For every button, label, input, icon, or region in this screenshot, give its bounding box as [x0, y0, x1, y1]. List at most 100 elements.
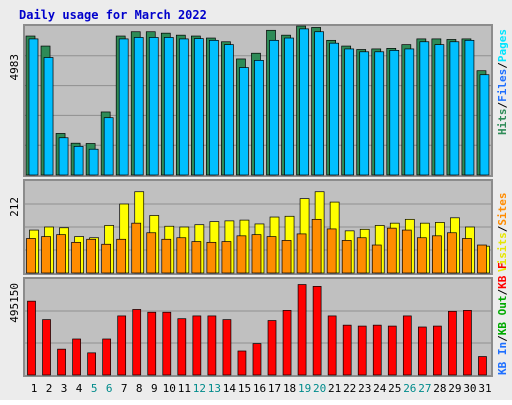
sites-bar: [447, 232, 457, 274]
sites-bar: [477, 244, 487, 274]
files-bar: [449, 41, 460, 176]
sites-bar: [206, 241, 217, 274]
kbf-bar: [312, 286, 322, 376]
day-tick-label: 11: [178, 382, 191, 395]
day-tick-label: 23: [358, 382, 371, 395]
sites-bar: [236, 235, 247, 274]
day-tick-label: 8: [136, 382, 143, 395]
files-bar: [254, 60, 264, 176]
day-tick-label: 21: [328, 382, 341, 395]
day-tick-label: 7: [121, 382, 128, 395]
files-bar: [133, 37, 144, 176]
sites-bar: [356, 237, 367, 274]
files-bar: [404, 48, 415, 176]
legend-kb-part: /: [496, 289, 509, 296]
panels: 4983 212 495150: [8, 24, 493, 377]
kbf-bar: [448, 310, 457, 376]
sites-bar: [401, 229, 412, 274]
hits-axis-max-label: 4983: [8, 54, 21, 81]
day-tick-label: 19: [298, 382, 311, 395]
kbf-bar: [132, 309, 142, 376]
kbf-bar: [387, 325, 397, 376]
kbf-panel: 495150: [8, 277, 493, 377]
sites-bar: [176, 237, 187, 274]
files-bar: [269, 39, 279, 176]
files-bar: [28, 38, 39, 176]
day-tick-label: 16: [253, 382, 266, 395]
kbf-bar: [237, 350, 247, 376]
kbf-bar: [433, 325, 442, 376]
files-bar: [314, 31, 324, 176]
legend-visits-sites: Visits/Sites: [496, 193, 509, 273]
files-bar: [148, 37, 159, 176]
kbf-bar: [162, 311, 172, 376]
kbf-bar: [177, 318, 187, 376]
files-bar: [88, 148, 99, 176]
files-bar: [299, 28, 309, 176]
kbf-bar: [357, 325, 367, 376]
chart-title: Daily usage for March 2022: [19, 8, 207, 22]
sites-bar: [56, 234, 66, 274]
kbf-bar: [327, 315, 337, 376]
kbf-bar: [252, 343, 262, 376]
sites-bar: [251, 234, 262, 274]
day-tick-label: 31: [478, 382, 491, 395]
legend-kb-part: KB In: [496, 342, 509, 375]
day-tick-label: 18: [283, 382, 296, 395]
kbf-bar: [72, 338, 81, 376]
sites-bar: [191, 241, 202, 274]
sites-bar: [146, 232, 157, 274]
visits-axis-max-label: 212: [8, 197, 21, 217]
sites-bar: [86, 238, 96, 274]
day-tick-label: 29: [448, 382, 461, 395]
sites-bar: [41, 236, 51, 274]
files-bar: [239, 67, 249, 176]
sites-bar: [386, 227, 397, 274]
kbf-bar: [42, 319, 51, 376]
legend-kb-part: KB Out: [496, 296, 509, 336]
sites-bar: [26, 238, 36, 274]
legend-hits-files-pages-part: /: [496, 102, 509, 109]
day-tick-label: 6: [106, 382, 113, 395]
day-tick-label: 3: [61, 382, 68, 395]
day-tick-label: 5: [91, 382, 98, 395]
kbf-bar: [372, 324, 382, 376]
sites-bar: [101, 243, 112, 274]
sites-bar: [116, 238, 127, 274]
day-tick-label: 15: [238, 382, 251, 395]
day-tick-label: 24: [373, 382, 387, 395]
kbf-bar: [417, 326, 427, 376]
kbf-bar: [87, 352, 96, 376]
kbf-bar: [282, 310, 292, 376]
files-bar: [178, 38, 189, 176]
files-bar: [389, 50, 400, 176]
day-tick-label: 12: [193, 382, 206, 395]
files-bar: [374, 51, 385, 176]
files-bar: [419, 41, 430, 176]
kbf-bar: [27, 300, 36, 376]
kbf-bar: [402, 315, 412, 376]
legend-visits-sites-part: /: [496, 225, 509, 232]
files-bar: [359, 51, 370, 176]
hits-files-pages-panel: 4983: [8, 24, 493, 177]
kbf-bar: [192, 315, 202, 376]
sites-bar: [281, 240, 292, 274]
files-bar: [434, 44, 445, 176]
files-bar: [118, 38, 129, 176]
sites-bar: [71, 241, 81, 274]
files-bar: [73, 145, 84, 176]
sites-bar: [432, 235, 442, 274]
kbf-bar: [222, 319, 232, 376]
day-tick-label: 27: [418, 382, 431, 395]
sites-bar: [161, 238, 172, 274]
kbf-bar: [147, 311, 157, 376]
files-bar: [479, 74, 490, 176]
sites-bar: [341, 240, 352, 274]
kbf-bar: [342, 324, 352, 376]
files-bar: [194, 38, 204, 176]
files-bar: [464, 39, 475, 176]
kbf-bar: [57, 348, 66, 376]
sites-bar: [311, 218, 322, 274]
